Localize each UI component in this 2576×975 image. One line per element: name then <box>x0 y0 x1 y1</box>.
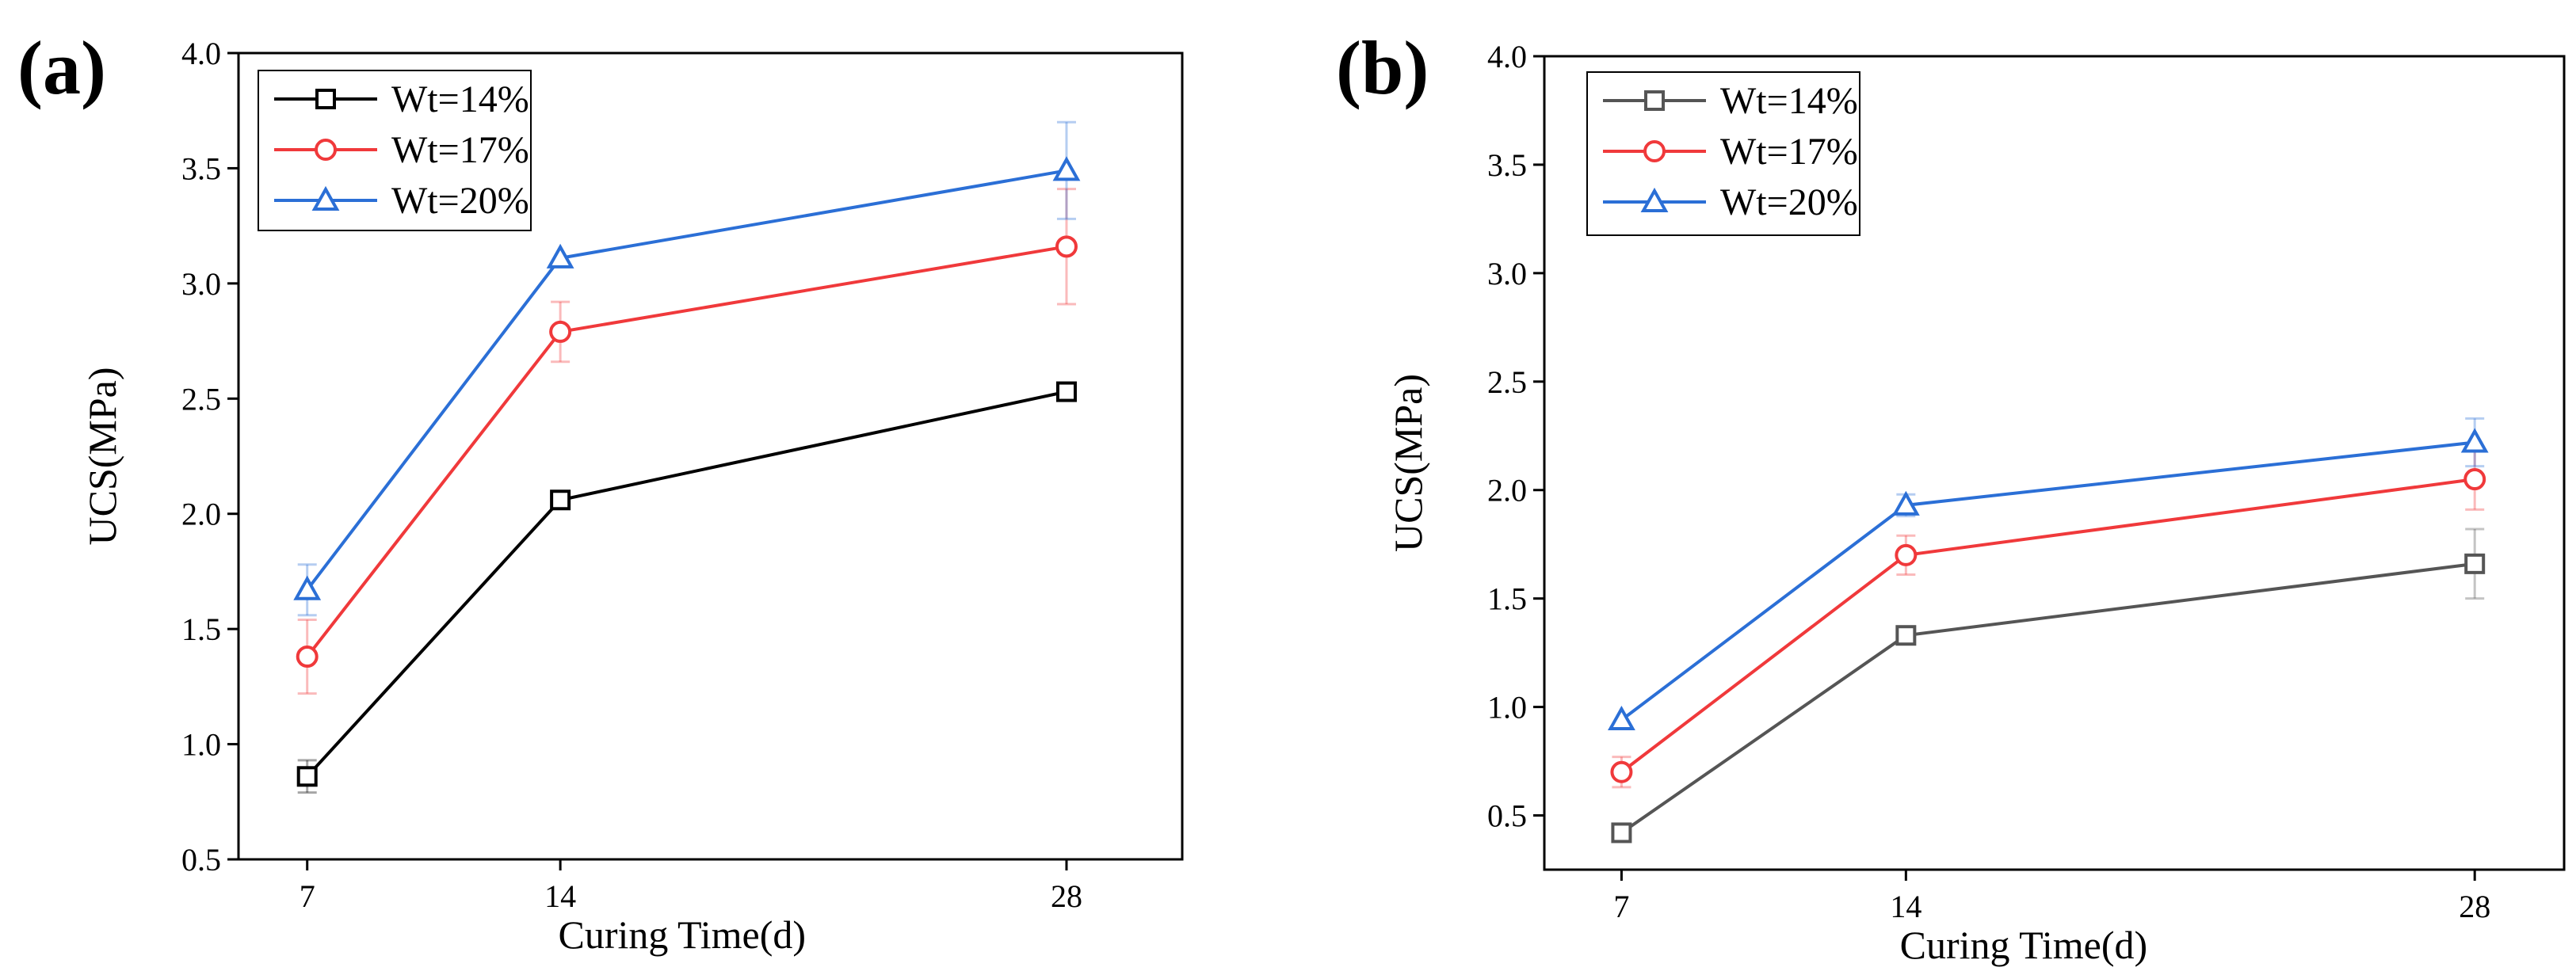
series-line <box>1620 478 2475 774</box>
y-tick-label: 3.5 <box>181 150 221 186</box>
series-line <box>306 169 1067 591</box>
data-point <box>296 766 318 787</box>
chart-panel-a: (a) 0.5 1.0 1.5 2.0 2.5 3.0 3.5 4.0 7 14 28 Curing … <box>17 25 1184 957</box>
legend-marker <box>315 89 336 109</box>
data-point <box>1055 235 1078 258</box>
x-axis-title: Curing Time(d) <box>1900 923 2148 967</box>
y-tick-label: 3.0 <box>1487 256 1527 291</box>
series-0 <box>296 381 1077 794</box>
data-point <box>1608 705 1635 731</box>
y-tick-label: 1.5 <box>1487 581 1527 617</box>
x-tick-label: 7 <box>300 878 315 914</box>
legend-label: Wt=20% <box>391 180 529 222</box>
y-tick-label: 1.5 <box>181 611 221 647</box>
legend-marker <box>311 185 340 211</box>
x-tick-label: 14 <box>544 878 576 914</box>
y-tick-label: 4.0 <box>1487 39 1527 74</box>
x-tick-label: 28 <box>1051 878 1082 914</box>
data-point <box>2464 553 2486 574</box>
data-point <box>293 575 322 600</box>
y-tick-label: 0.5 <box>181 842 221 878</box>
x-tick-label: 28 <box>2459 889 2490 924</box>
panel-label-b: (b) <box>1336 25 1429 110</box>
data-point <box>550 489 571 511</box>
y-tick-label: 0.5 <box>1487 798 1527 834</box>
legend-marker <box>1643 140 1666 162</box>
series-0 <box>1611 527 2486 844</box>
data-point <box>549 320 572 343</box>
legend-label: Wt=14% <box>1720 80 1858 122</box>
x-tick-label: 7 <box>1613 889 1629 924</box>
y-tick-label: 1.0 <box>181 727 221 763</box>
series-1 <box>1610 448 2486 789</box>
plot-frame <box>237 51 1184 861</box>
data-point <box>1891 490 1920 516</box>
x-tick-label: 14 <box>1890 889 1922 924</box>
data-point <box>1052 156 1081 181</box>
data-point <box>546 243 574 269</box>
legend-label: Wt=17% <box>1720 131 1858 173</box>
legend: Wt=14% Wt=17% Wt=20% <box>258 70 532 231</box>
legend-label: Wt=20% <box>1720 181 1858 223</box>
data-point <box>1895 625 1917 646</box>
legend: Wt=14% Wt=17% Wt=20% <box>1586 71 1860 236</box>
chart-panel-b: (b) 0.5 1.0 1.5 2.0 2.5 3.0 3.5 4.0 7 14 28 Curing … <box>1336 25 2566 967</box>
series-line <box>306 245 1067 658</box>
y-axis-title: UCS(MPa) <box>80 367 124 545</box>
series-2 <box>293 120 1081 617</box>
y-tick-label: 4.0 <box>181 36 221 71</box>
y-axis-title: UCS(MPa) <box>1386 374 1430 552</box>
legend-label: Wt=17% <box>391 129 529 171</box>
legend-marker <box>1644 90 1665 111</box>
legend-marker <box>1640 187 1669 212</box>
panel-label-a: (a) <box>17 25 106 110</box>
y-tick-label: 2.5 <box>1487 364 1527 400</box>
y-tick-label: 2.5 <box>181 381 221 417</box>
legend-label: Wt=14% <box>391 78 529 120</box>
series-line <box>306 390 1067 778</box>
y-tick-label: 2.0 <box>181 497 221 532</box>
data-point <box>1611 822 1632 844</box>
data-point <box>1055 381 1077 402</box>
y-tick-label: 2.0 <box>1487 473 1527 508</box>
y-tick-label: 1.0 <box>1487 690 1527 726</box>
legend-marker <box>315 139 337 161</box>
data-point <box>1610 760 1633 783</box>
series-1 <box>296 188 1078 695</box>
data-point <box>2463 468 2486 491</box>
data-point <box>1895 543 1918 566</box>
data-point <box>2460 428 2489 453</box>
plot-frame <box>1543 55 2566 871</box>
series-line <box>1620 562 2475 835</box>
y-tick-label: 3.0 <box>181 266 221 302</box>
x-axis-title: Curing Time(d) <box>558 912 806 957</box>
data-point <box>296 646 319 668</box>
y-tick-label: 3.5 <box>1487 147 1527 183</box>
series-2 <box>1608 417 2489 731</box>
